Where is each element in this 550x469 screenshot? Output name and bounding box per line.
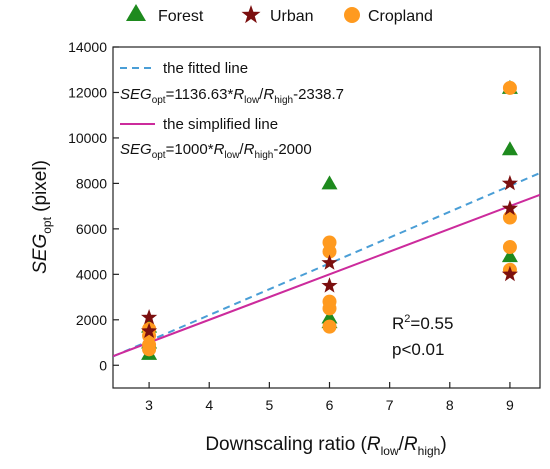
simplified-line <box>113 193 540 358</box>
x-tick-label: 6 <box>326 397 334 413</box>
y-tick-label: 10000 <box>68 130 107 146</box>
y-tick-label: 14000 <box>68 39 107 55</box>
urban-point <box>141 309 158 325</box>
urban-point <box>501 174 518 191</box>
simplified-equation: SEGopt=1000*Rlow/Rhigh-2000 <box>120 141 312 161</box>
y-axis-title: SEGopt (pixel) <box>30 160 54 274</box>
y-tick-label: 4000 <box>76 266 107 282</box>
p-value-annotation: p<0.01 <box>392 340 444 359</box>
forest-point <box>321 175 338 190</box>
cropland-point <box>322 244 337 259</box>
forest-point <box>501 248 518 263</box>
legend-forest-label: Forest <box>158 8 204 25</box>
legend-urban-marker <box>241 5 261 24</box>
data-points <box>141 79 518 360</box>
x-tick-label: 3 <box>145 397 153 413</box>
x-tick-label: 4 <box>205 397 213 413</box>
cropland-point <box>142 342 157 357</box>
line-legend: the fitted line SEGopt=1136.63*Rlow/Rhig… <box>120 60 344 161</box>
x-axis: 3 4 5 6 7 8 9 <box>145 382 514 413</box>
fitted-equation: SEGopt=1136.63*Rlow/Rhigh-2338.7 <box>120 86 344 106</box>
plot-frame <box>112 46 541 389</box>
urban-point <box>501 265 518 282</box>
x-tick-label: 5 <box>265 397 273 413</box>
y-tick-label: 12000 <box>68 84 107 100</box>
cropland-point <box>322 301 337 316</box>
urban-point <box>321 277 338 293</box>
y-tick-label: 8000 <box>76 175 107 191</box>
y-tick-label: 2000 <box>76 312 107 328</box>
urban-point <box>501 199 518 216</box>
legend-cropland-label: Cropland <box>368 8 433 25</box>
y-tick-label: 6000 <box>76 221 107 237</box>
x-tick-label: 9 <box>506 397 514 413</box>
urban-point <box>321 254 338 270</box>
legend-fitted-label: the fitted line <box>163 60 248 77</box>
r-squared-annotation: R2=0.55 <box>392 313 453 333</box>
legend-forest-marker <box>126 4 146 21</box>
legend-simplified-label: the simplified line <box>163 116 278 133</box>
legend-cropland-marker <box>344 7 360 23</box>
x-tick-label: 8 <box>446 397 454 413</box>
cropland-point <box>502 210 517 225</box>
top-legend: Forest Urban Cropland <box>126 4 433 25</box>
cropland-point <box>322 319 337 334</box>
urban-point <box>141 322 158 338</box>
legend-urban-label: Urban <box>270 8 314 25</box>
cropland-point <box>502 240 517 255</box>
cropland-point <box>502 80 517 95</box>
y-tick-label: 0 <box>99 357 107 373</box>
x-tick-label: 7 <box>386 397 394 413</box>
forest-point <box>501 141 518 156</box>
x-axis-title: Downscaling ratio (Rlow/Rhigh) <box>205 434 446 458</box>
y-axis: 0 2000 4000 6000 8000 10000 12000 14000 <box>68 39 119 373</box>
